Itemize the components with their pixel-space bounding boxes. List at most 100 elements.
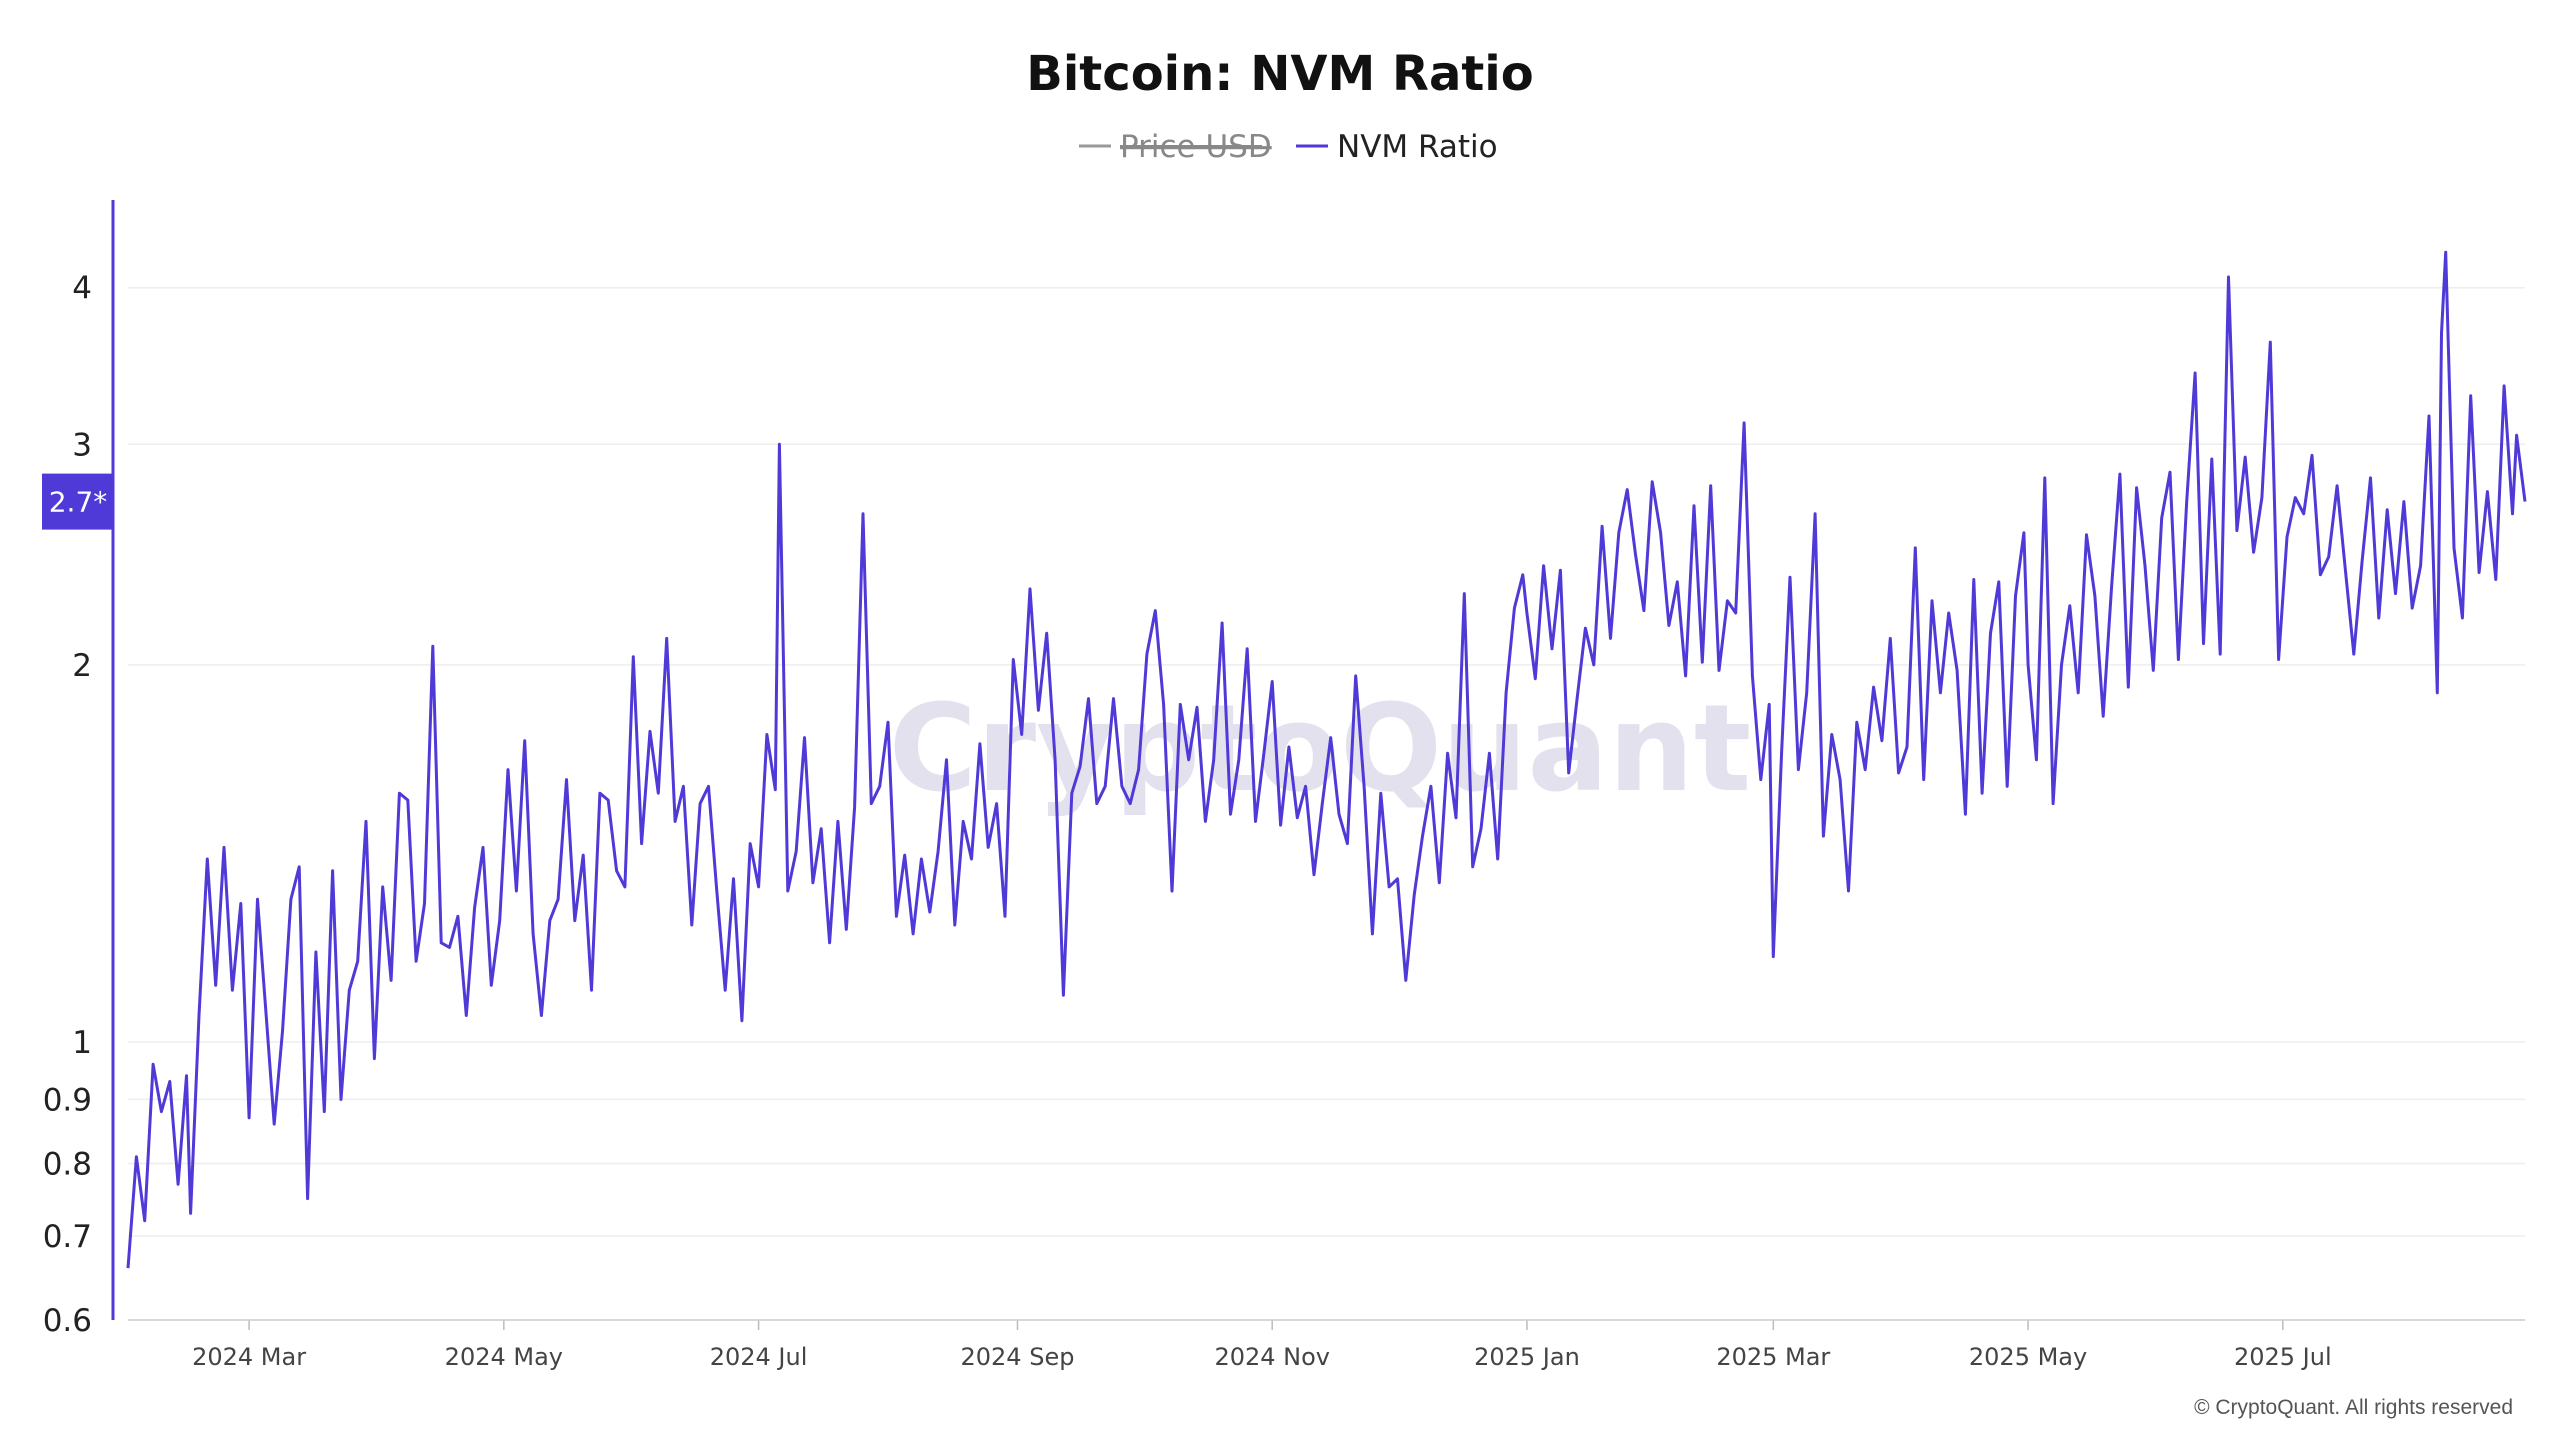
x-tick-label: 2024 Nov (1214, 1343, 1330, 1371)
data-point (886, 720, 890, 724)
data-point (1997, 580, 2001, 584)
copyright-text: © CryptoQuant. All rights reserved (2194, 1396, 2513, 1419)
data-point (1112, 697, 1116, 701)
y-tick-label: 3 (72, 427, 92, 463)
data-point (2252, 550, 2256, 554)
data-point (1947, 611, 1951, 615)
y-tick-label: 0.9 (43, 1082, 92, 1118)
data-point (995, 802, 999, 806)
data-point (1617, 531, 1621, 535)
data-point (2176, 658, 2180, 662)
data-point (1245, 647, 1249, 651)
data-point (1153, 609, 1157, 613)
data-point (2043, 476, 2047, 480)
data-point (489, 983, 493, 987)
data-point (1354, 674, 1358, 678)
data-point (869, 802, 873, 806)
data-point (2523, 500, 2527, 504)
data-point (448, 945, 452, 949)
data-point (2235, 529, 2239, 533)
data-point (1237, 758, 1241, 762)
x-tick-label: 2025 Mar (1716, 1343, 1830, 1371)
data-point (2385, 508, 2389, 512)
data-point (506, 768, 510, 772)
data-point (2302, 512, 2306, 516)
data-point (1684, 674, 1688, 678)
data-point (2410, 606, 2414, 610)
data-point (514, 889, 518, 893)
data-point (786, 889, 790, 893)
data-point (1279, 823, 1283, 827)
data-point (247, 1116, 251, 1120)
data-point (2076, 691, 2080, 695)
data-point (2277, 658, 2281, 662)
data-point (1759, 778, 1763, 782)
data-point (1345, 842, 1349, 846)
data-point (2093, 594, 2097, 598)
data-point (1567, 771, 1571, 775)
data-point (2260, 496, 2264, 500)
data-point (414, 959, 418, 963)
data-point (844, 927, 848, 931)
data-point (2110, 585, 2114, 589)
data-point (481, 845, 485, 849)
data-point (1487, 751, 1491, 755)
data-point (1061, 993, 1065, 997)
y-tick-label: 2 (72, 648, 92, 684)
data-point (1675, 580, 1679, 584)
data-point (836, 819, 840, 823)
data-point (431, 644, 435, 648)
data-point (1421, 834, 1425, 838)
data-point (1162, 702, 1166, 706)
data-point (961, 819, 965, 823)
legend-item-nvm-ratio[interactable]: NVM Ratio (1296, 129, 1498, 165)
data-point (1212, 758, 1216, 762)
data-point (665, 636, 669, 640)
data-point (615, 869, 619, 873)
data-point (598, 791, 602, 795)
data-point (1337, 812, 1341, 816)
data-point (1370, 932, 1374, 936)
data-point (1955, 668, 1959, 672)
data-point (2435, 691, 2439, 695)
data-point (1642, 609, 1646, 613)
data-point (1813, 512, 1817, 516)
current-value-label: 2.7* (49, 486, 108, 519)
data-point (168, 1080, 172, 1084)
data-point (523, 739, 527, 743)
data-point (2377, 616, 2381, 620)
data-point (1796, 768, 1800, 772)
data-point (306, 1197, 310, 1201)
data-point (1583, 626, 1587, 630)
data-point (364, 819, 368, 823)
data-point (928, 910, 932, 914)
data-point (1404, 978, 1408, 982)
data-point (1462, 592, 1466, 596)
data-point (1446, 751, 1450, 755)
data-point (1220, 621, 1224, 625)
data-point (765, 733, 769, 737)
data-point (2352, 652, 2356, 656)
data-point (1659, 531, 1663, 535)
data-point (656, 791, 660, 795)
data-point (1575, 697, 1579, 701)
legend-item-price-usd[interactable]: Price USD (1079, 129, 1272, 165)
data-point (1888, 636, 1892, 640)
data-point (1625, 488, 1629, 492)
data-point (397, 791, 401, 795)
data-point (2485, 490, 2489, 494)
x-tick-label: 2025 Jan (1474, 1343, 1580, 1371)
data-point (1229, 812, 1233, 816)
data-point (1650, 480, 1654, 484)
data-point (2419, 564, 2423, 568)
data-point (214, 983, 218, 987)
data-point (1471, 865, 1475, 869)
data-point (2168, 470, 2172, 474)
data-point (2026, 663, 2030, 667)
x-tick-label: 2025 May (1969, 1343, 2087, 1371)
data-point (1496, 857, 1500, 861)
data-point (1312, 873, 1316, 877)
data-point (2394, 592, 2398, 596)
data-point (606, 798, 610, 802)
y-tick-label: 1 (72, 1025, 92, 1061)
